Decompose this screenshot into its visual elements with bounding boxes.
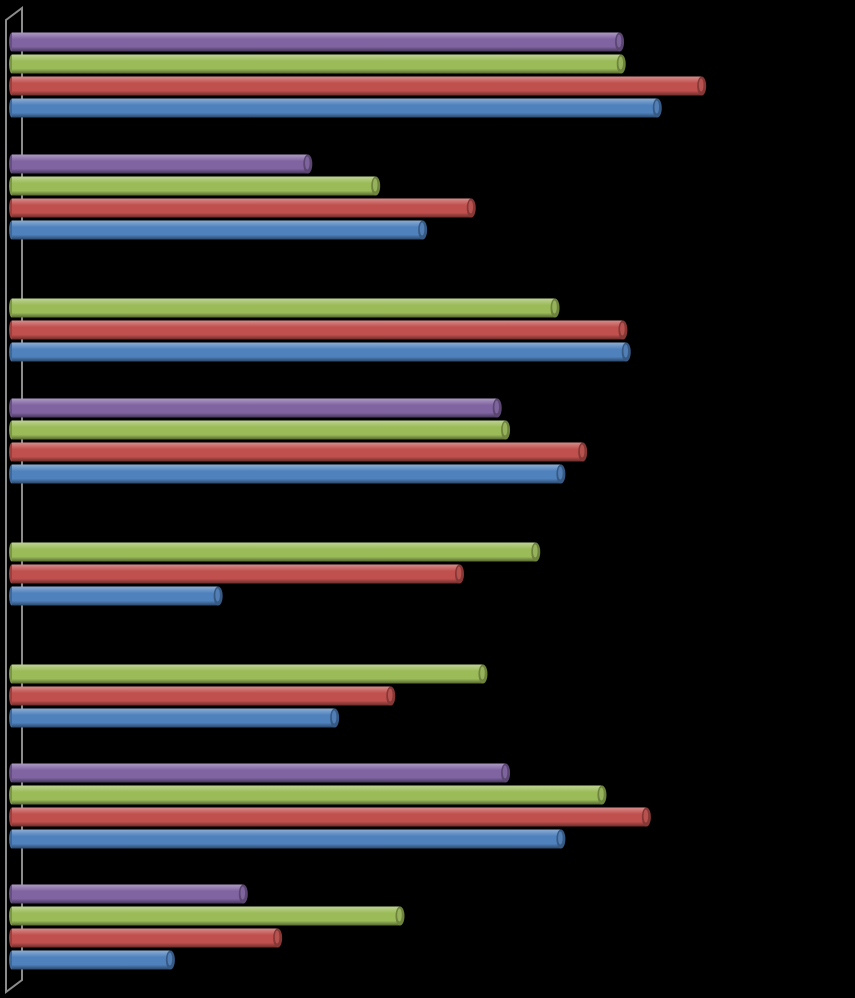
bar-series-2-category-8 xyxy=(9,906,405,926)
bars-layer xyxy=(9,32,707,970)
bar-series-3-category-2 xyxy=(9,198,476,218)
bar-series-3-category-7 xyxy=(9,807,651,827)
bar-series-1-category-1 xyxy=(9,32,625,52)
bar-series-3-category-1 xyxy=(9,76,707,96)
axis-wall xyxy=(5,6,23,994)
bar-series-2-category-5 xyxy=(9,542,541,562)
bar-series-3-category-3 xyxy=(9,320,628,340)
bar-series-4-category-5 xyxy=(9,586,223,606)
bar-series-3-category-8 xyxy=(9,928,283,948)
bar-series-2-category-2 xyxy=(9,176,381,196)
bar-series-4-category-8 xyxy=(9,950,175,970)
bar-series-3-category-5 xyxy=(9,564,464,584)
bar-series-3-category-6 xyxy=(9,686,396,706)
bar-series-2-category-1 xyxy=(9,54,626,74)
bar-series-1-category-8 xyxy=(9,884,248,904)
bar-series-4-category-3 xyxy=(9,342,631,362)
bar-series-2-category-7 xyxy=(9,785,607,805)
bar-series-2-category-4 xyxy=(9,420,511,440)
bar-series-1-category-2 xyxy=(9,154,313,174)
bar-series-2-category-6 xyxy=(9,664,488,684)
bar-series-4-category-1 xyxy=(9,98,662,118)
axis-wall-frame xyxy=(5,6,23,994)
bar-series-4-category-6 xyxy=(9,708,340,728)
bar-series-4-category-4 xyxy=(9,464,566,484)
bar-series-2-category-3 xyxy=(9,298,560,318)
bar-series-3-category-4 xyxy=(9,442,588,462)
bar-series-1-category-7 xyxy=(9,763,511,783)
bar-series-4-category-2 xyxy=(9,220,428,240)
bar-series-4-category-7 xyxy=(9,829,566,849)
bar-series-1-category-4 xyxy=(9,398,502,418)
